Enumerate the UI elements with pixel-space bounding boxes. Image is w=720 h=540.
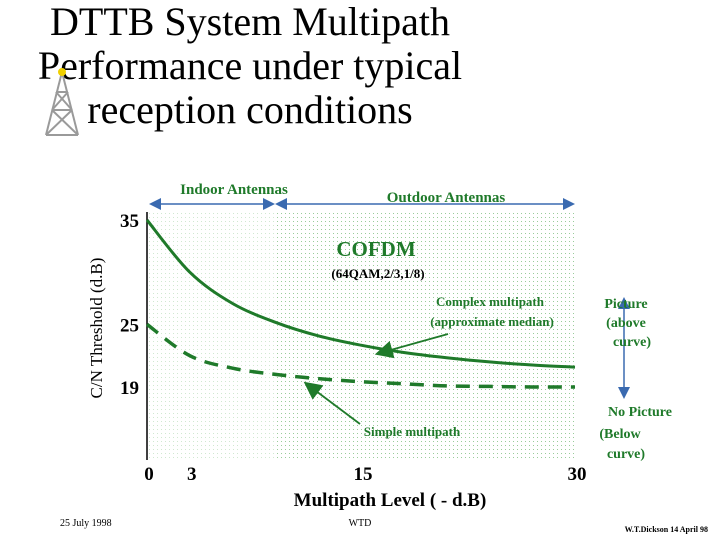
y-tick-label-25: 25 bbox=[120, 315, 139, 336]
indoor-region-shade bbox=[147, 212, 274, 460]
x-tick-label-0: 0 bbox=[144, 464, 154, 485]
antenna-tower-icon bbox=[45, 68, 79, 136]
region-label-indoor: Indoor Antennas bbox=[180, 182, 288, 198]
picture-label-line3: curve) bbox=[613, 335, 651, 350]
no-picture-label-line1: No Picture bbox=[608, 405, 672, 420]
x-axis-label: Multipath Level ( - d.B) bbox=[294, 490, 487, 511]
footer-org: WTD bbox=[349, 518, 372, 529]
picture-label-line2: (above bbox=[606, 316, 646, 331]
cofdm-sublabel: (64QAM,2/3,1/8) bbox=[331, 266, 424, 281]
complex-multipath-pointer bbox=[374, 333, 449, 359]
footer-date: 25 July 1998 bbox=[60, 518, 112, 529]
page-title: DTTB System Multipath Performance under … bbox=[0, 0, 500, 132]
simple-multipath-pointer bbox=[303, 381, 361, 425]
picture-label-line1: Picture bbox=[604, 297, 647, 312]
cofdm-label: COFDM bbox=[336, 237, 415, 261]
x-tick-label-30: 30 bbox=[568, 464, 587, 485]
title-line-3: reception conditions bbox=[87, 87, 413, 132]
series-simple-multipath-line bbox=[145, 322, 575, 389]
y-tick-label-19: 19 bbox=[120, 378, 139, 399]
title-line-2: Performance under typical bbox=[37, 43, 463, 88]
series-complex-multipath-line bbox=[145, 219, 576, 369]
x-tick-label-3: 3 bbox=[187, 464, 197, 485]
y-axis-label: C/N Threshold (d.B) bbox=[87, 258, 106, 399]
region-label-outdoor: Outdoor Antennas bbox=[387, 190, 506, 206]
complex-multipath-label-line2: (approximate median) bbox=[430, 314, 554, 329]
no-picture-label-line3: curve) bbox=[607, 447, 645, 462]
no-picture-label-line2: (Below bbox=[599, 427, 641, 442]
title-line-1: DTTB System Multipath bbox=[50, 0, 450, 44]
complex-multipath-label-line1: Complex multipath bbox=[436, 294, 545, 309]
y-tick-label-35: 35 bbox=[120, 211, 139, 232]
footer-author: W.T.Dickson 14 April 98 bbox=[625, 525, 708, 534]
x-tick-label-15: 15 bbox=[354, 464, 373, 485]
simple-multipath-label: Simple multipath bbox=[364, 424, 461, 439]
